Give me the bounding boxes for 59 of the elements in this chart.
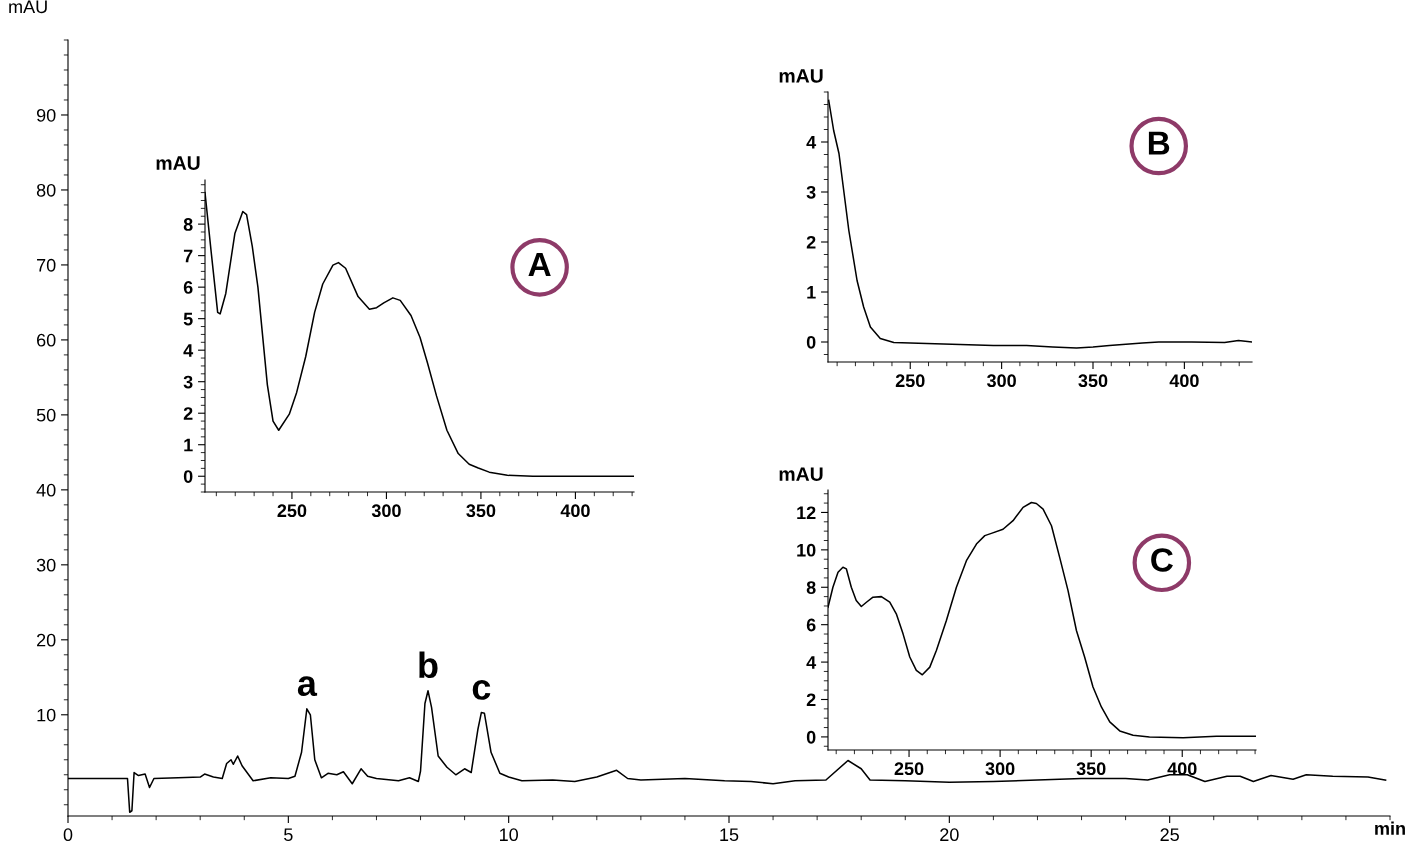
x-tick-label: 400	[1167, 762, 1197, 776]
x-tick-label: 15	[720, 828, 739, 842]
x-tick-label: 5	[284, 828, 293, 842]
y-tick-label: 2	[806, 235, 816, 249]
x-tick-label: 400	[1169, 374, 1199, 388]
y-tick-label: 70	[37, 258, 56, 272]
y-tick-label: 10	[797, 543, 816, 557]
y-tick-label: 3	[806, 185, 816, 199]
x-tick-label: 350	[1078, 374, 1108, 388]
y-tick-label: 1	[807, 286, 816, 299]
x-tick-label: 350	[1076, 762, 1106, 776]
x-tick-label: 10	[500, 828, 518, 842]
y-tick-label: 10	[37, 708, 56, 722]
y-axis-title: mAU	[156, 156, 200, 170]
annotation: c	[472, 680, 491, 700]
y-tick-label: 2	[806, 693, 816, 707]
y-tick-label: 90	[36, 108, 56, 122]
y-tick-label: 3	[183, 375, 193, 389]
x-tick-label: 300	[986, 374, 1016, 388]
y-tick-label: 8	[806, 581, 816, 594]
x-tick-label: 250	[277, 504, 307, 518]
y-tick-label: 80	[36, 183, 56, 197]
annotation: C	[1151, 548, 1173, 572]
y-tick-label: 6	[806, 618, 816, 632]
x-tick-label: 0	[63, 828, 73, 842]
y-tick-label: 30	[36, 558, 56, 572]
x-axis-title: min	[1375, 821, 1405, 835]
x-tick-label: 350	[466, 504, 496, 518]
x-tick-label: 250	[895, 374, 925, 388]
y-tick-label: 50	[36, 408, 56, 422]
x-tick-label: 25	[1160, 828, 1179, 842]
y-tick-label: 6	[183, 281, 193, 294]
annotation: a	[297, 676, 318, 697]
annotation: B	[1148, 131, 1170, 155]
annotation: b	[419, 651, 438, 679]
y-tick-label: 0	[806, 335, 816, 349]
y-tick-label: 4	[806, 656, 817, 669]
y-tick-label: 7	[183, 249, 193, 263]
y-tick-label: 12	[797, 506, 816, 519]
y-tick-label: 2	[183, 407, 193, 420]
y-tick-label: 1	[184, 438, 193, 452]
x-tick-label: 300	[371, 504, 401, 518]
y-axis-title: mAU	[779, 69, 823, 83]
x-tick-label: 250	[894, 762, 924, 776]
y-tick-label: 20	[37, 633, 56, 647]
y-tick-label: 60	[37, 333, 56, 347]
x-tick-label: 400	[560, 504, 590, 518]
y-tick-label: 8	[183, 218, 193, 231]
x-tick-label: 300	[985, 762, 1015, 776]
y-tick-label: 0	[183, 470, 193, 483]
y-tick-label: 0	[806, 730, 816, 744]
y-axis-title: mAU	[9, 0, 47, 14]
y-tick-label: 40	[36, 483, 56, 497]
y-tick-label: 4	[183, 344, 194, 357]
y-axis-title: mAU	[779, 467, 823, 481]
y-tick-label: 5	[183, 312, 193, 326]
annotation: A	[528, 253, 551, 276]
x-tick-label: 20	[940, 828, 959, 842]
y-tick-label: 4	[806, 136, 817, 149]
